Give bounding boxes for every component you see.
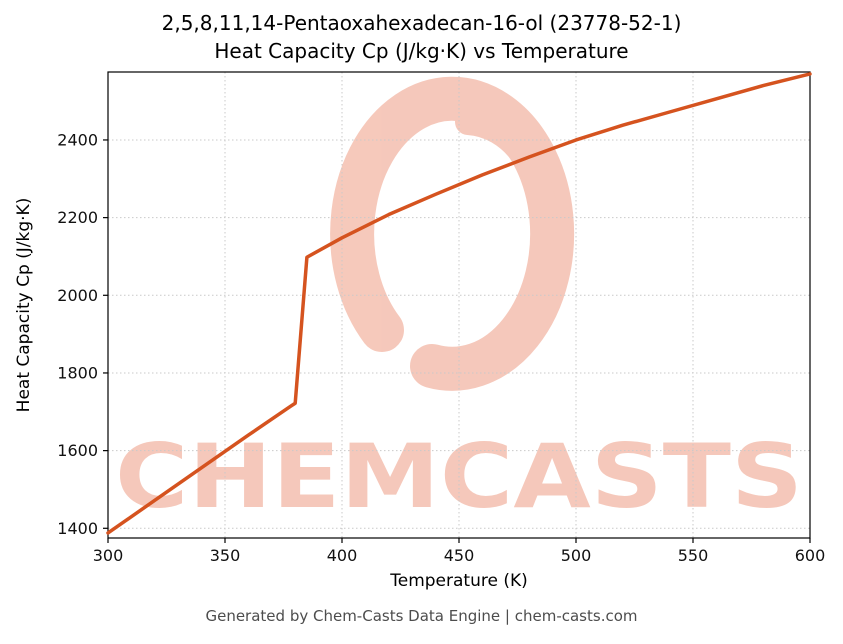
watermark-logo-swirl-icon <box>330 76 575 391</box>
y-tick-label: 1800 <box>57 363 98 382</box>
axis-ticks: 300 350 400 450 500 550 600 1400 1600 1800 2000 220… <box>57 130 825 565</box>
y-tick-label: 1400 <box>57 519 98 538</box>
x-tick-label: 450 <box>444 546 475 565</box>
chart-title-line2: Heat Capacity Cp (J/kg·K) vs Temperature <box>214 39 629 63</box>
watermark-logo-inner-icon <box>455 109 558 245</box>
y-tick-label: 2400 <box>57 130 98 149</box>
x-tick-label: 400 <box>327 546 358 565</box>
chart-title-line1: 2,5,8,11,14-Pentaoxahexadecan-16-ol (237… <box>161 11 682 35</box>
x-tick-label: 350 <box>210 546 241 565</box>
x-tick-label: 600 <box>795 546 826 565</box>
footer-credit: Generated by Chem-Casts Data Engine | ch… <box>205 607 638 625</box>
chart-title: 2,5,8,11,14-Pentaoxahexadecan-16-ol (237… <box>0 9 843 65</box>
x-axis-label: Temperature (K) <box>390 571 528 591</box>
y-tick-label: 2200 <box>57 208 98 227</box>
x-tick-label: 300 <box>93 546 124 565</box>
y-axis-label: Heat Capacity Cp (J/kg·K) <box>14 197 34 413</box>
y-tick-label: 1600 <box>57 441 98 460</box>
x-tick-label: 550 <box>678 546 709 565</box>
x-tick-label: 500 <box>561 546 592 565</box>
heat-capacity-curve <box>106 72 812 535</box>
y-tick-label: 2000 <box>57 286 98 305</box>
